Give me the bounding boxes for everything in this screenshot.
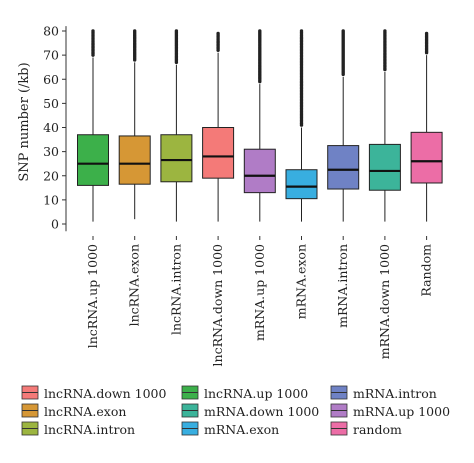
x-category-label: lncRNA.up 1000 — [85, 244, 100, 348]
box-group — [243, 29, 276, 240]
legend-label: lncRNA.exon — [44, 404, 126, 419]
box-iqr — [285, 169, 318, 200]
legend-label: lncRNA.up 1000 — [204, 386, 308, 401]
legend-item: mRNA.exon — [181, 421, 279, 437]
x-category-label: lncRNA.down 1000 — [210, 244, 225, 367]
y-tick-label: 60 — [43, 72, 59, 87]
y-axis: 0 10 20 30 40 50 60 70 80 — [43, 24, 67, 232]
legend-item: lncRNA.intron — [21, 421, 135, 437]
box-iqr — [410, 131, 443, 184]
legend-item: mRNA.intron — [330, 385, 437, 401]
legend-label: lncRNA.intron — [44, 422, 135, 437]
legend-label: lncRNA.down 1000 — [44, 386, 167, 401]
y-tick-label: 40 — [43, 120, 59, 135]
legend-item: lncRNA.down 1000 — [21, 385, 167, 401]
box-iqr — [77, 134, 109, 186]
y-tick-label: 20 — [43, 168, 59, 183]
y-axis-title: SNP number (/kb) — [17, 62, 32, 181]
x-category-label: mRNA.up 1000 — [252, 244, 267, 341]
legend-label: random — [353, 422, 402, 437]
legend-label: mRNA.exon — [204, 422, 279, 437]
y-tick-label: 0 — [51, 217, 59, 232]
outlier-point — [341, 29, 345, 33]
box-group — [410, 31, 443, 240]
box-series — [77, 29, 443, 240]
legend-label: mRNA.intron — [353, 386, 437, 401]
box-iqr — [160, 134, 193, 183]
y-tick-label: 50 — [43, 96, 59, 111]
legend-label: mRNA.up 1000 — [353, 404, 450, 419]
x-category-label: mRNA.exon — [294, 244, 309, 319]
box-group — [160, 29, 193, 240]
outlier-point — [424, 31, 429, 36]
outlier-point — [299, 29, 304, 33]
box-iqr — [327, 145, 360, 190]
box-iqr — [368, 143, 401, 191]
box-group — [327, 29, 360, 240]
legend-label: mRNA.down 1000 — [204, 404, 319, 419]
legend-item: random — [330, 421, 402, 437]
x-category-label: mRNA.intron — [335, 244, 350, 328]
outlier-point — [133, 29, 137, 33]
box-iqr — [243, 148, 276, 194]
y-tick-label: 30 — [43, 144, 59, 159]
legend-item: lncRNA.exon — [21, 403, 126, 419]
x-category-label: lncRNA.intron — [168, 244, 183, 335]
x-category-label: Random — [419, 244, 434, 297]
box-group — [285, 29, 318, 240]
outlier-point — [216, 31, 220, 36]
legend: lncRNA.down 1000 lncRNA.exon lncRNA.intron… — [21, 385, 450, 437]
outlier-point — [258, 29, 262, 33]
x-category-label: mRNA.down 1000 — [377, 244, 392, 359]
y-tick-label: 80 — [43, 24, 59, 39]
legend-item: lncRNA.up 1000 — [181, 385, 308, 401]
legend-item: mRNA.down 1000 — [181, 403, 319, 419]
x-axis-category-labels: lncRNA.up 1000 lncRNA.exon lncRNA.intron ln… — [85, 244, 434, 367]
y-tick-label: 10 — [43, 192, 59, 207]
box-group — [368, 29, 401, 240]
x-category-label: lncRNA.exon — [127, 244, 142, 326]
outlier-point — [91, 29, 95, 33]
box-group — [77, 29, 109, 240]
box-iqr — [202, 127, 235, 179]
outlier-point — [174, 29, 179, 33]
box-group — [202, 31, 235, 240]
box-iqr — [118, 135, 151, 185]
outlier-point — [383, 29, 387, 33]
box-group — [118, 29, 151, 240]
y-tick-label: 70 — [43, 48, 59, 63]
legend-item: mRNA.up 1000 — [330, 403, 450, 419]
